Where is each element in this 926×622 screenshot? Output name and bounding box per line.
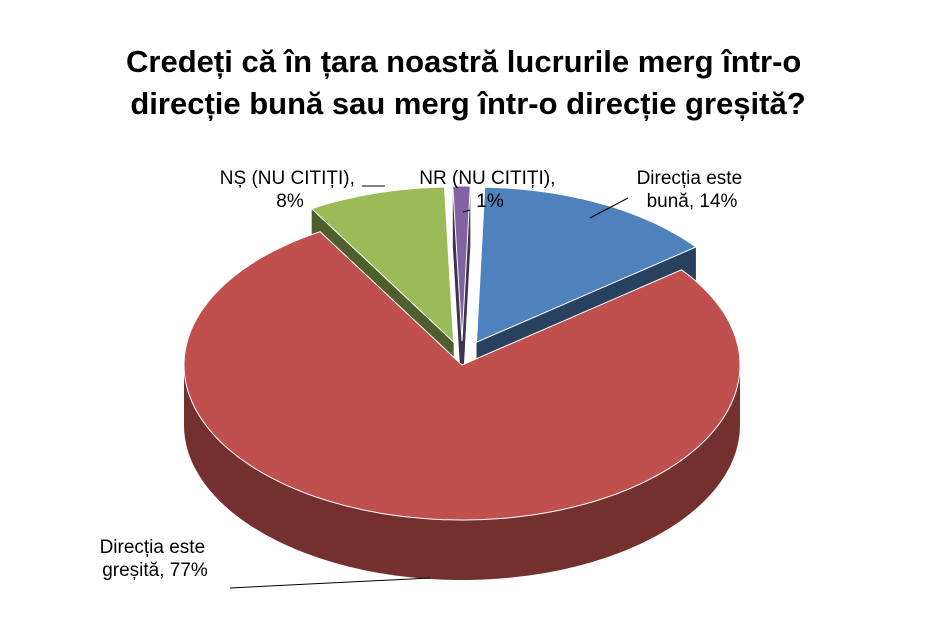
slice	[310, 186, 455, 344]
slice-side	[184, 365, 740, 580]
chart-title: Credeți că în țara noastră lucrurile mer…	[126, 44, 810, 121]
slice	[452, 185, 471, 342]
slice-wall	[462, 186, 471, 401]
data-label: NR (NU CITIȚI), 1%	[419, 168, 560, 212]
leader-line	[229, 577, 431, 589]
leader-line	[462, 209, 471, 213]
slice	[183, 231, 741, 521]
data-label: Direcția este greșită, 77%	[100, 537, 211, 581]
data-label: Direcția este bună, 14%	[637, 168, 748, 212]
slice	[475, 186, 697, 343]
slice-wall	[452, 186, 462, 401]
data-label: NȘ (NU CITIȚI), 8%	[220, 168, 360, 212]
leader-line	[589, 197, 629, 219]
